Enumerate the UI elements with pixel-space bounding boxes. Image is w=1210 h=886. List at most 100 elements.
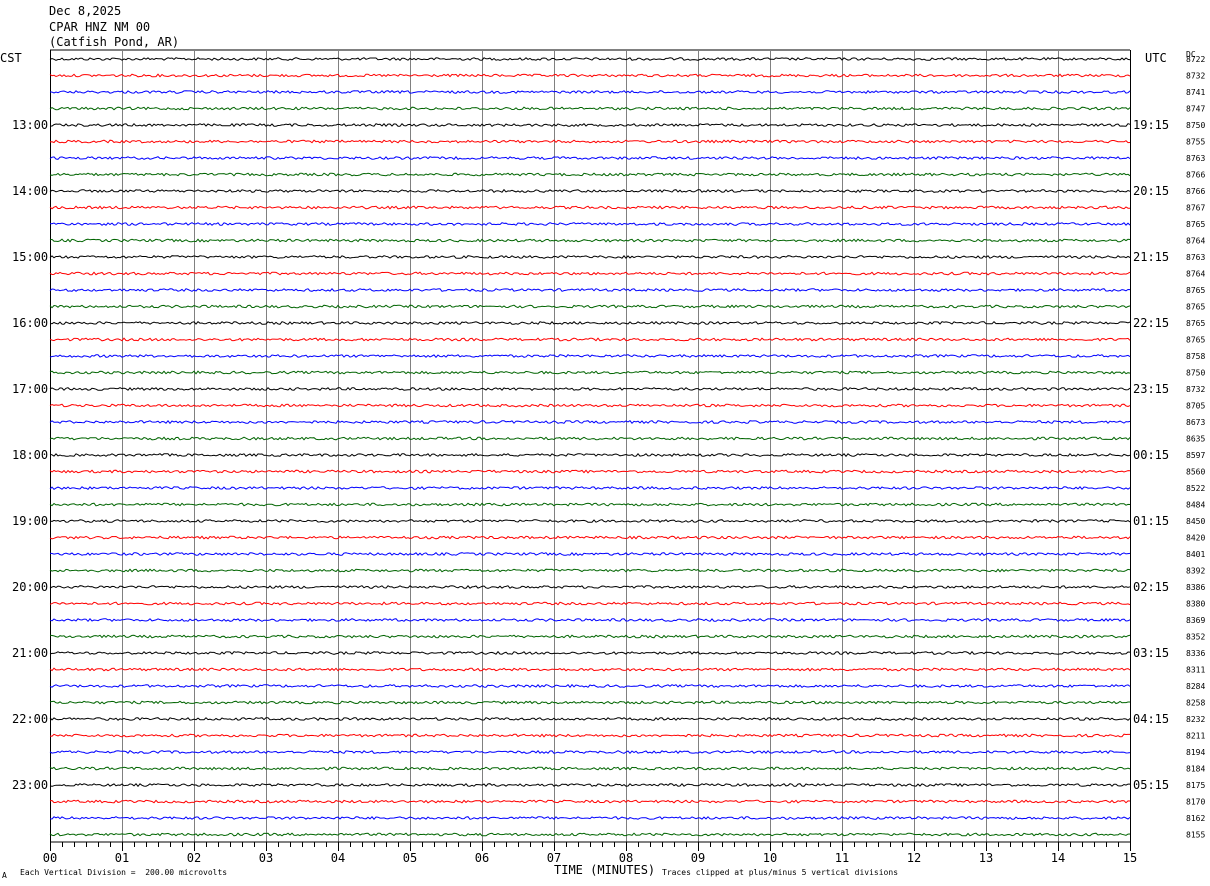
dc-offset-label: 8380 — [1186, 600, 1205, 609]
left-hour-label: 16:00 — [12, 316, 48, 330]
right-hour-label: 23:15 — [1133, 382, 1169, 396]
trace-row — [49, 370, 1131, 375]
trace-row — [49, 799, 1131, 804]
dc-offset-label: 8767 — [1186, 204, 1205, 213]
trace-row — [49, 832, 1131, 837]
trace-row — [49, 535, 1131, 540]
dc-offset-label: 8155 — [1186, 831, 1205, 840]
dc-offset-label: 8184 — [1186, 765, 1205, 774]
right-hour-label: 01:15 — [1133, 514, 1169, 528]
dc-offset-label: 8386 — [1186, 583, 1205, 592]
right-hour-label: 05:15 — [1133, 778, 1169, 792]
x-tick-label: 12 — [907, 851, 921, 865]
trace-row — [49, 518, 1131, 523]
trace-row — [49, 585, 1131, 589]
x-axis: 00 01 02 03 04 05 06 07 08 09 10 11 12 13 14 15 — [43, 841, 1137, 865]
trace-row — [49, 238, 1131, 243]
trace-row — [49, 717, 1131, 722]
dc-column-label: DC — [1186, 50, 1196, 59]
left-hour-label: 14:00 — [12, 184, 48, 198]
dc-offset-label: 8763 — [1186, 154, 1205, 163]
grid-layer — [50, 49, 1131, 842]
dc-offset-label: 8765 — [1186, 220, 1205, 229]
trace-row — [49, 403, 1131, 408]
x-axis-title: TIME (MINUTES) — [554, 863, 656, 877]
trace-row — [49, 502, 1131, 507]
trace-row — [49, 337, 1131, 342]
left-hour-label: 15:00 — [12, 250, 48, 264]
trace-layer — [49, 57, 1131, 837]
trace-row — [49, 172, 1131, 177]
dc-offset-label: 8750 — [1186, 121, 1205, 130]
trace-row — [49, 618, 1131, 623]
x-tick-label: 14 — [1051, 851, 1065, 865]
dc-offset-label: 8175 — [1186, 781, 1205, 790]
trace-row — [49, 700, 1130, 705]
x-tick-label: 06 — [475, 851, 489, 865]
right-hour-label: 03:15 — [1133, 646, 1169, 660]
trace-row — [49, 634, 1131, 639]
left-hour-label: 18:00 — [12, 448, 48, 462]
left-hour-label: 13:00 — [12, 118, 48, 132]
trace-row — [49, 436, 1131, 441]
trace-row — [49, 386, 1131, 392]
x-tick-label: 02 — [187, 851, 201, 865]
trace-row — [49, 89, 1131, 95]
trace-row — [49, 155, 1131, 160]
dc-offset-label: 8484 — [1186, 501, 1205, 510]
trace-row — [49, 57, 1131, 61]
dc-offset-label: 8732 — [1186, 72, 1205, 81]
dc-offset-label: 8758 — [1186, 352, 1205, 361]
station-code: CPAR HNZ NM 00 — [49, 20, 151, 34]
dc-offset-label: 8369 — [1186, 616, 1205, 625]
trace-row — [49, 568, 1131, 573]
x-tick-label: 08 — [619, 851, 633, 865]
left-hour-label: 22:00 — [12, 712, 48, 726]
trace-row — [49, 667, 1131, 672]
trace-row — [49, 733, 1130, 738]
dc-offset-label: 8764 — [1186, 270, 1205, 279]
trace-row — [49, 222, 1131, 227]
trace-row — [49, 749, 1131, 754]
trace-row — [49, 205, 1130, 210]
x-tick-label: 01 — [115, 851, 129, 865]
left-hour-label: 19:00 — [12, 514, 48, 528]
dc-offset-label: 8450 — [1186, 517, 1205, 526]
x-tick-label: 11 — [835, 851, 849, 865]
trace-row — [49, 766, 1131, 771]
dc-offset-label: 8420 — [1186, 534, 1205, 543]
x-tick-label: 10 — [763, 851, 777, 865]
dc-offset-label: 8755 — [1186, 138, 1205, 147]
left-hour-label: 21:00 — [12, 646, 48, 660]
dc-offset-label: 8673 — [1186, 418, 1205, 427]
x-tick-label: 05 — [403, 851, 417, 865]
left-hour-label: 20:00 — [12, 580, 48, 594]
right-hour-label: 21:15 — [1133, 250, 1169, 264]
trace-row — [49, 469, 1131, 474]
trace-row — [49, 73, 1131, 78]
x-tick-label: 13 — [979, 851, 993, 865]
right-hour-label: 20:15 — [1133, 184, 1169, 198]
trace-row — [49, 782, 1130, 788]
corner-mark: A — [2, 871, 7, 880]
dc-offset-label: 8522 — [1186, 484, 1205, 493]
x-tick-label: 07 — [547, 851, 561, 865]
dc-offset-label: 8311 — [1186, 666, 1205, 675]
right-hour-label: 19:15 — [1133, 118, 1169, 132]
dc-offset-label: 8766 — [1186, 171, 1205, 180]
left-hour-label: 17:00 — [12, 382, 48, 396]
trace-row — [49, 188, 1131, 194]
right-hour-label: 00:15 — [1133, 448, 1169, 462]
dc-offset-label: 8284 — [1186, 682, 1205, 691]
dc-offset-label: 8597 — [1186, 451, 1205, 460]
dc-offset-label: 8635 — [1186, 435, 1205, 444]
trace-row — [49, 601, 1131, 606]
dc-offset-label: 8763 — [1186, 253, 1205, 262]
trace-row — [49, 419, 1131, 425]
trace-row — [49, 452, 1131, 458]
dc-offset-label: 8705 — [1186, 402, 1205, 411]
plot-date: Dec 8,2025 — [49, 4, 122, 18]
dc-offset-label: 8765 — [1186, 303, 1205, 312]
trace-row — [49, 683, 1131, 689]
